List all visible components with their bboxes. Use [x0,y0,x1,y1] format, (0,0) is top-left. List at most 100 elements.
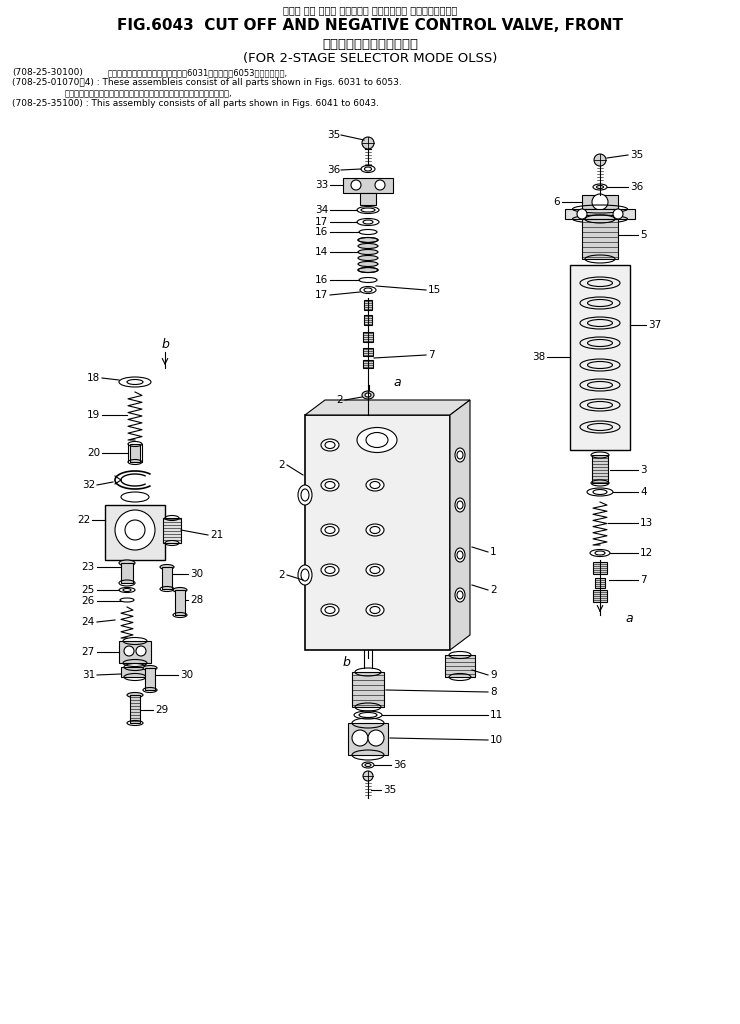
Bar [130,444,140,462]
Bar [592,455,608,483]
Text: 22: 22 [77,515,90,525]
Text: 5: 5 [640,230,647,240]
Bar [364,300,372,310]
Text: a: a [625,611,633,625]
Text: これらのアセンブリの構成部品は療6031図および療6053図を含みます,: これらのアセンブリの構成部品は療6031図および療6053図を含みます, [108,68,288,77]
Text: 17: 17 [314,217,328,227]
Circle shape [594,154,606,166]
Bar [595,578,605,588]
Text: 28: 28 [190,595,204,605]
Bar [363,332,373,342]
Text: 37: 37 [648,319,662,330]
Text: 2: 2 [490,585,497,595]
Circle shape [351,180,361,190]
Ellipse shape [358,250,378,255]
Ellipse shape [366,564,384,575]
Text: 32: 32 [81,480,95,490]
Text: (708-25-01070～4) : These assembleis consist of all parts shown in Figs. 6031 to : (708-25-01070～4) : These assembleis cons… [12,78,402,87]
Ellipse shape [321,564,339,575]
Bar [352,672,384,707]
Text: 34: 34 [314,205,328,215]
Text: 7: 7 [640,575,647,585]
Bar [121,667,149,677]
Bar [364,315,372,325]
Bar [162,567,172,589]
Bar [582,219,618,259]
Bar [582,195,618,209]
Text: 12: 12 [640,548,653,558]
Ellipse shape [173,588,187,593]
Text: 31: 31 [81,670,95,680]
Bar [363,348,373,356]
Circle shape [362,137,374,150]
Ellipse shape [455,548,465,562]
Text: 33: 33 [314,180,328,190]
Bar [130,695,140,723]
Bar [360,193,376,205]
Text: 2: 2 [278,460,285,470]
Text: 25: 25 [81,585,95,595]
Text: 36: 36 [393,760,406,770]
Ellipse shape [366,604,384,616]
Text: 36: 36 [630,182,643,193]
Bar [570,265,630,450]
Circle shape [375,180,385,190]
Bar [305,415,450,650]
Ellipse shape [357,427,397,453]
Text: b: b [342,655,350,669]
Bar [175,590,185,615]
Text: 35: 35 [630,150,643,160]
Circle shape [577,209,587,219]
Ellipse shape [455,449,465,462]
Bar [445,655,475,677]
Circle shape [363,771,373,781]
Text: 38: 38 [532,352,545,362]
Text: (708-25-35100) : This assembly consists of all parts shown in Figs. 6041 to 6043: (708-25-35100) : This assembly consists … [12,99,379,108]
Bar [119,641,151,663]
Text: 35: 35 [383,785,396,795]
Ellipse shape [358,238,378,243]
Ellipse shape [298,565,312,585]
Text: 14: 14 [314,247,328,257]
Text: 30: 30 [190,569,203,579]
Text: 1: 1 [490,547,497,557]
Bar [105,505,165,560]
Text: このアセンブリの構成部品は第６０４１図から第６０４３図まで含みます,: このアセンブリの構成部品は第６０４１図から第６０４３図まで含みます, [65,89,232,98]
Text: 19: 19 [87,410,100,420]
Ellipse shape [366,524,384,536]
Ellipse shape [143,666,157,671]
Text: 4: 4 [640,487,647,497]
Ellipse shape [127,692,143,697]
Polygon shape [450,400,470,650]
Ellipse shape [321,604,339,616]
Text: 7: 7 [428,350,434,360]
Bar [348,723,388,755]
Text: 21: 21 [210,530,223,540]
Text: 11: 11 [490,710,503,720]
Ellipse shape [455,498,465,512]
Ellipse shape [362,391,374,399]
Circle shape [136,646,146,656]
Text: (708-25-30100): (708-25-30100) [12,68,83,77]
Text: 15: 15 [428,285,441,295]
Text: ２段モード切換ＯＬＳＳ用: ２段モード切換ＯＬＳＳ用 [322,38,418,51]
Bar [565,209,635,219]
Ellipse shape [358,267,378,272]
Text: 2: 2 [337,395,343,406]
Text: 23: 23 [81,562,95,572]
Ellipse shape [119,560,135,566]
Ellipse shape [321,524,339,536]
Circle shape [613,209,623,219]
Bar [121,563,133,583]
Bar [163,518,181,543]
Text: 27: 27 [81,647,95,657]
Text: 9: 9 [490,670,497,680]
Text: FIG.6043  CUT OFF AND NEGATIVE CONTROL VALVE, FRONT: FIG.6043 CUT OFF AND NEGATIVE CONTROL VA… [117,18,623,33]
Bar [145,668,155,690]
Text: 16: 16 [314,227,328,237]
Circle shape [115,510,155,550]
Ellipse shape [365,393,371,397]
Text: 10: 10 [490,735,503,745]
Ellipse shape [321,479,339,490]
Ellipse shape [358,256,378,260]
